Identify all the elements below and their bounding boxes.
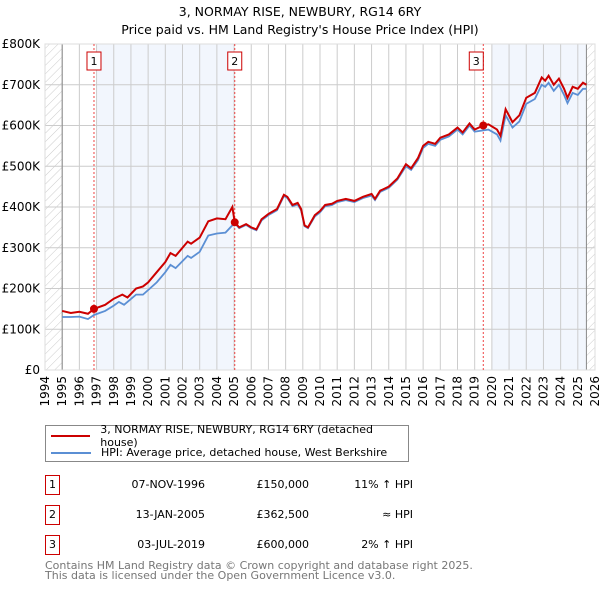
transaction-date: 13-JAN-2005 — [135, 508, 205, 521]
sale-label-box — [468, 51, 484, 71]
transaction-marker: 3 — [45, 535, 60, 555]
chart-subtitle: Price paid vs. HM Land Registry's House … — [121, 22, 479, 37]
chart-title: 3, NORMAY RISE, NEWBURY, RG14 6RY — [178, 4, 422, 19]
x-tick-label: 1996 — [72, 376, 86, 407]
y-tick-label: £700K — [2, 78, 42, 92]
x-tick-label: 2023 — [536, 376, 550, 407]
y-tick-label: £300K — [2, 241, 42, 255]
x-tick-label: 2024 — [554, 376, 568, 407]
legend-label: HPI: Average price, detached house, West… — [101, 446, 388, 459]
x-tick-label: 2005 — [227, 376, 241, 407]
y-tick-label: £0 — [25, 363, 40, 377]
y-tick-label: £100K — [2, 322, 42, 336]
chart-legend: 3, NORMAY RISE, NEWBURY, RG14 6RY (detac… — [45, 423, 409, 462]
legend-item-property: 3, NORMAY RISE, NEWBURY, RG14 6RY (detac… — [51, 423, 408, 449]
x-tick-label: 2022 — [519, 376, 533, 407]
sale-label: 1 — [90, 55, 97, 68]
x-tick-label: 2013 — [365, 376, 379, 407]
legend-swatch-red — [51, 434, 91, 437]
sale-label-box — [227, 51, 243, 71]
x-tick-label: 1997 — [90, 376, 104, 407]
x-tick-label: 2016 — [416, 376, 430, 407]
hpi-line — [62, 81, 587, 321]
plot-frame — [44, 43, 596, 371]
x-tick-label: 1994 — [38, 376, 52, 407]
y-tick-label: £800K — [2, 37, 42, 51]
x-tick-label: 2009 — [296, 376, 310, 407]
legend-label: 3, NORMAY RISE, NEWBURY, RG14 6RY (detac… — [100, 422, 373, 449]
transaction-row: 1 07-NOV-1996 £150,000 11% ↑ HPI — [45, 475, 413, 495]
footer-copyright: Contains HM Land Registry data © Crown c… — [45, 559, 473, 572]
x-tick-label: 2025 — [571, 376, 585, 407]
sale-label: 2 — [231, 55, 238, 68]
sale-label: 3 — [473, 55, 480, 68]
x-tick-label: 2008 — [279, 376, 293, 407]
transaction-hpi: 11% ↑ HPI — [354, 478, 413, 491]
transaction-hpi: 2% ↑ HPI — [361, 538, 413, 551]
x-tick-label: 2011 — [330, 376, 344, 407]
transaction-price: £362,500 — [256, 508, 310, 521]
x-tick-label: 1998 — [107, 376, 121, 407]
transaction-hpi: ≈ HPI — [382, 508, 413, 521]
x-tick-label: 2018 — [451, 376, 465, 407]
x-tick-label: 2017 — [433, 376, 447, 407]
transaction-row: 2 13-JAN-2005 £362,500 ≈ HPI — [45, 505, 413, 525]
x-tick-label: 2007 — [261, 376, 275, 407]
x-tick-label: 2019 — [468, 376, 482, 407]
sale-point — [230, 218, 239, 227]
x-tick-label: 2000 — [141, 376, 155, 407]
x-tick-label: 2004 — [210, 376, 224, 407]
legend-item-hpi: HPI: Average price, detached house, West… — [51, 444, 387, 461]
y-tick-label: £500K — [2, 159, 42, 173]
x-tick-label: 2014 — [382, 376, 396, 407]
transaction-row: 3 03-JUL-2019 £600,000 2% ↑ HPI — [45, 535, 413, 555]
x-tick-label: 2020 — [485, 376, 499, 407]
x-tick-label: 2012 — [347, 376, 361, 407]
transaction-price: £600,000 — [256, 538, 310, 551]
property-price-line — [61, 73, 587, 315]
y-tick-label: £400K — [2, 200, 42, 214]
transaction-date: 03-JUL-2019 — [137, 538, 205, 551]
sale-point — [89, 304, 98, 313]
x-tick-label: 2026 — [588, 376, 600, 407]
legend-swatch-blue — [51, 451, 91, 454]
x-tick-label: 2001 — [158, 376, 172, 407]
transaction-marker: 1 — [45, 475, 60, 495]
x-tick-label: 2002 — [176, 376, 190, 407]
transaction-date: 07-NOV-1996 — [131, 478, 205, 491]
x-tick-label: 2010 — [313, 376, 327, 407]
footer-licence: This data is licensed under the Open Gov… — [45, 569, 396, 582]
sale-label-box — [86, 51, 102, 71]
y-tick-label: £600K — [2, 119, 42, 133]
x-tick-label: 2021 — [502, 376, 516, 407]
x-tick-label: 2006 — [244, 376, 258, 407]
x-tick-label: 2003 — [193, 376, 207, 407]
sale-point — [479, 121, 488, 130]
x-tick-label: 1995 — [55, 376, 69, 407]
transaction-price: £150,000 — [256, 478, 310, 491]
transaction-marker: 2 — [45, 505, 60, 525]
x-tick-label: 2015 — [399, 376, 413, 407]
price-chart: 1994 1995 1996 1997 1998 1999 2000 2001 2002 2003… — [2, 37, 600, 407]
x-tick-label: 1999 — [124, 376, 138, 407]
y-tick-label: £200K — [2, 282, 42, 296]
